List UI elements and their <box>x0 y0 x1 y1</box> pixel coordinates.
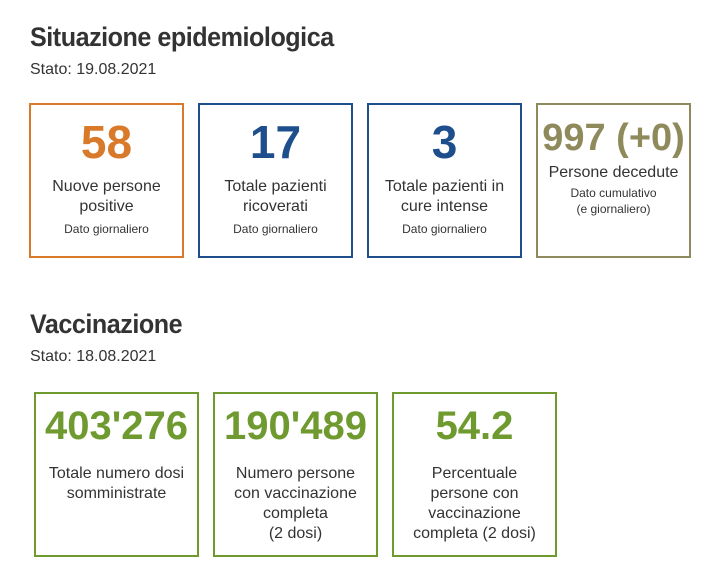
vaccination-date: Stato: 18.08.2021 <box>30 348 157 365</box>
vaccination-title: Vaccinazione <box>30 309 183 339</box>
intensive-care-label-line1: Totale pazienti in <box>384 178 505 195</box>
total-doses-label-line1: Totale numero dosi <box>48 465 185 482</box>
fully-vaccinated-card: 190'489 Numero persone con vaccinazione … <box>213 392 378 557</box>
hospitalized-note: Dato giornaliero <box>233 222 318 236</box>
fully-vaccinated-label-line3: completa <box>263 505 328 522</box>
new-positives-note: Dato giornaliero <box>64 222 149 236</box>
total-doses-card: 403'276 Totale numero dosi somministrate <box>34 392 199 557</box>
fully-vaccinated-label-line4: (2 dosi) <box>268 525 323 542</box>
hospitalized-label-line2: ricoverati <box>243 198 308 215</box>
deaths-note-line1: Dato cumulativo <box>570 186 657 200</box>
fully-vaccinated-label-line2: con vaccinazione <box>234 485 357 502</box>
fully-vaccinated-label-line1: Numero persone <box>235 465 356 482</box>
intensive-care-card: 3 Totale pazienti in cure intense Dato g… <box>367 103 522 258</box>
deaths-value: 997 (+0) <box>542 117 685 159</box>
intensive-care-label-line2: cure intense <box>400 198 489 215</box>
vaccination-percentage-label-line1: Percentuale <box>431 465 518 482</box>
new-positives-card: 58 Nuove persone positive Dato giornalie… <box>29 103 184 258</box>
vaccination-percentage-value: 54.2 <box>435 404 514 448</box>
fully-vaccinated-value: 190'489 <box>224 404 367 448</box>
hospitalized-value: 17 <box>249 116 302 168</box>
deaths-card: 997 (+0) Persone decedute Dato cumulativ… <box>536 103 691 258</box>
epidemiology-date: Stato: 19.08.2021 <box>30 61 157 78</box>
hospitalized-label-line1: Totale pazienti <box>224 178 327 195</box>
vaccination-percentage-card: 54.2 Percentuale persone con vaccinazion… <box>392 392 557 557</box>
vaccination-percentage-label-line2: persone con <box>430 485 519 502</box>
vaccination-percentage-label-line4: completa (2 dosi) <box>413 525 536 542</box>
intensive-care-value: 3 <box>431 116 458 168</box>
new-positives-value: 58 <box>80 116 133 168</box>
hospitalized-card: 17 Totale pazienti ricoverati Dato giorn… <box>198 103 353 258</box>
total-doses-value: 403'276 <box>45 404 188 448</box>
total-doses-label-line2: somministrate <box>66 485 167 502</box>
vaccination-percentage-label-line3: vaccinazione <box>428 505 521 522</box>
new-positives-label-line2: positive <box>79 198 134 215</box>
deaths-note-line2: (e giornaliero) <box>576 202 651 216</box>
new-positives-label-line1: Nuove persone <box>52 178 161 195</box>
intensive-care-note: Dato giornaliero <box>402 222 487 236</box>
epidemiology-title: Situazione epidemiologica <box>30 22 334 52</box>
deaths-label: Persone decedute <box>548 164 679 181</box>
